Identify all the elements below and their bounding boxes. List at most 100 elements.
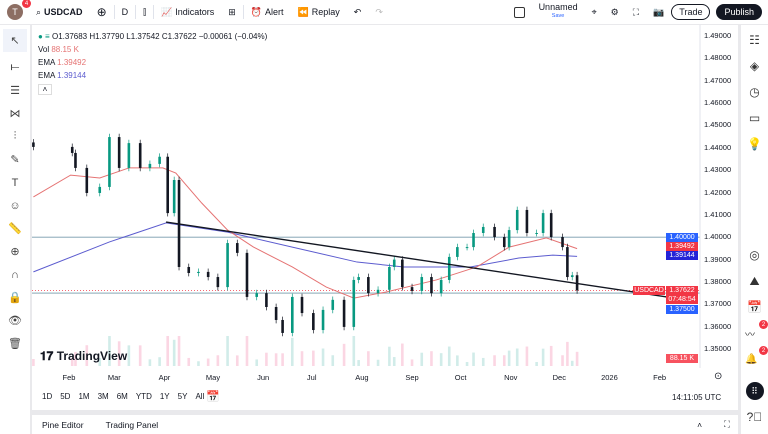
brush-tool[interactable]: ✎ [0,148,30,171]
alarm-icon: ⏰ [250,6,263,17]
tab-trading-panel[interactable]: Trading Panel [105,419,159,430]
publish-button[interactable]: Publish [716,4,762,20]
volume-bar [291,337,294,366]
redo-button[interactable]: ↷ [368,0,390,24]
collapse-legend-button[interactable]: ˄ [38,84,52,95]
clock-button[interactable]: ◷ [741,79,768,105]
text-icon: T [11,176,19,189]
emoji-tool[interactable]: ☺ [0,194,30,217]
candle-body [515,209,519,231]
notifications-button[interactable]: 🔔 2 [741,346,768,372]
range-button-5d[interactable]: 5D [60,392,71,401]
measure-tool[interactable]: 📏 [0,217,30,240]
candle-body [216,277,220,288]
alert-label: Alert [265,7,284,17]
symbol-search-button[interactable]: ⌕ USDCAD [29,0,90,24]
calendar-button[interactable]: 📅 [741,294,768,320]
price-tick: 1.46000 [704,98,732,108]
trendline [165,221,675,299]
collapse-panel-button[interactable]: ˄ [697,420,702,430]
tab-pine-editor[interactable]: Pine Editor [42,419,84,430]
zoom-tool[interactable]: ⊕ [0,240,30,263]
magnet-tool[interactable]: ∩ [0,263,30,286]
ideas-button[interactable]: 💡 [741,131,768,157]
pattern-tool[interactable]: ⋈ [0,102,30,125]
candle-body [549,213,553,238]
ema-fast-tag: 1.39492 [666,242,698,251]
range-button-3m[interactable]: 3M [97,392,109,401]
goto-date-button[interactable]: 📅 [206,390,220,403]
signals-button[interactable]: ◎ [741,242,768,268]
pine-button[interactable]: ⛰ [741,268,768,294]
chart-pane[interactable] [32,25,738,410]
replay-button[interactable]: ⏪ Replay [291,0,347,24]
quick-search-button[interactable]: ⌖ [585,0,604,24]
fullscreen-button[interactable]: ⛶ [626,0,646,24]
volume-bar [235,355,239,366]
volume-bar [447,346,451,366]
time-tick: May [205,373,221,382]
range-button-1m[interactable]: 1M [78,392,90,401]
hide-tool[interactable]: 👁 [0,309,30,332]
maximize-panel-button[interactable]: ⛶ [724,419,730,430]
candle-body [342,299,346,327]
apps-button[interactable]: ⠿ [741,378,768,404]
volume-bar [481,357,485,366]
candle-body [148,163,152,168]
candle-body [98,186,102,193]
volume-bar [274,353,278,366]
range-button-6m[interactable]: 6M [116,392,128,401]
trendline-tool[interactable]: ⟝ [0,56,30,79]
fib-tool[interactable]: ☰ [0,79,30,102]
volume-bar [392,357,396,366]
volume-bar [493,355,496,366]
candle-body [158,156,161,164]
chat-button[interactable]: ▭ [741,105,768,131]
candle-body [535,232,538,234]
lock-tool[interactable]: 🔒 [0,286,30,309]
layout-checkbox[interactable] [507,0,532,24]
projection-tool[interactable]: ⫶ [0,125,30,148]
interval-button[interactable]: D [121,7,129,17]
cursor-tool[interactable]: ↖ [3,29,27,52]
volume-bar [117,341,121,366]
alert-button[interactable]: ⏰ Alert [244,0,291,24]
news-button[interactable]: 〰 2 [741,320,768,346]
axis-settings-button[interactable]: ⊙ [714,371,722,382]
candle-body [197,271,200,274]
range-button-5y[interactable]: 5Y [177,392,188,401]
plus-circle-icon: ⊕ [96,5,107,19]
settings-button[interactable]: ⚙ [604,0,626,24]
symbol-tag: USDCAD [633,286,665,295]
camera-icon: 📷 [653,6,665,17]
time-tick: Jun [257,373,270,382]
layouts-button[interactable]: ⊞ [221,0,243,24]
list-icon: ☷ [749,33,760,47]
volume-bar [197,361,200,366]
time-tick: Dec [552,373,566,382]
indicators-button[interactable]: 📈 Indicators [154,0,221,24]
compare-button[interactable]: ⊕ [90,0,114,24]
volume-bar [420,352,424,366]
delete-tool[interactable]: 🗑 [0,332,30,355]
clock[interactable]: 14:11:05 UTC [672,393,722,402]
layers-button[interactable]: ◈ [741,53,768,79]
range-button-ytd[interactable]: YTD [135,392,152,401]
help-button[interactable]: ?⃝ [741,404,768,430]
range-button-all[interactable]: All [195,392,205,401]
range-button-1d[interactable]: 1D [42,392,53,401]
undo-button[interactable]: ↶ [347,0,369,24]
candle-body [561,237,564,248]
range-button-1y[interactable]: 1Y [159,392,170,401]
price-tick: 1.44000 [704,142,732,152]
trade-button[interactable]: Trade [671,4,711,20]
chart-type-button[interactable]: ⫿ [136,0,153,24]
candle-body [376,289,380,294]
watchlist-button[interactable]: ☷ [741,27,768,53]
badge: 2 [759,320,768,329]
snapshot-button[interactable]: 📷 [646,0,671,24]
layout-menu[interactable]: Unnamed Save [532,0,585,24]
text-tool[interactable]: T [0,171,30,194]
